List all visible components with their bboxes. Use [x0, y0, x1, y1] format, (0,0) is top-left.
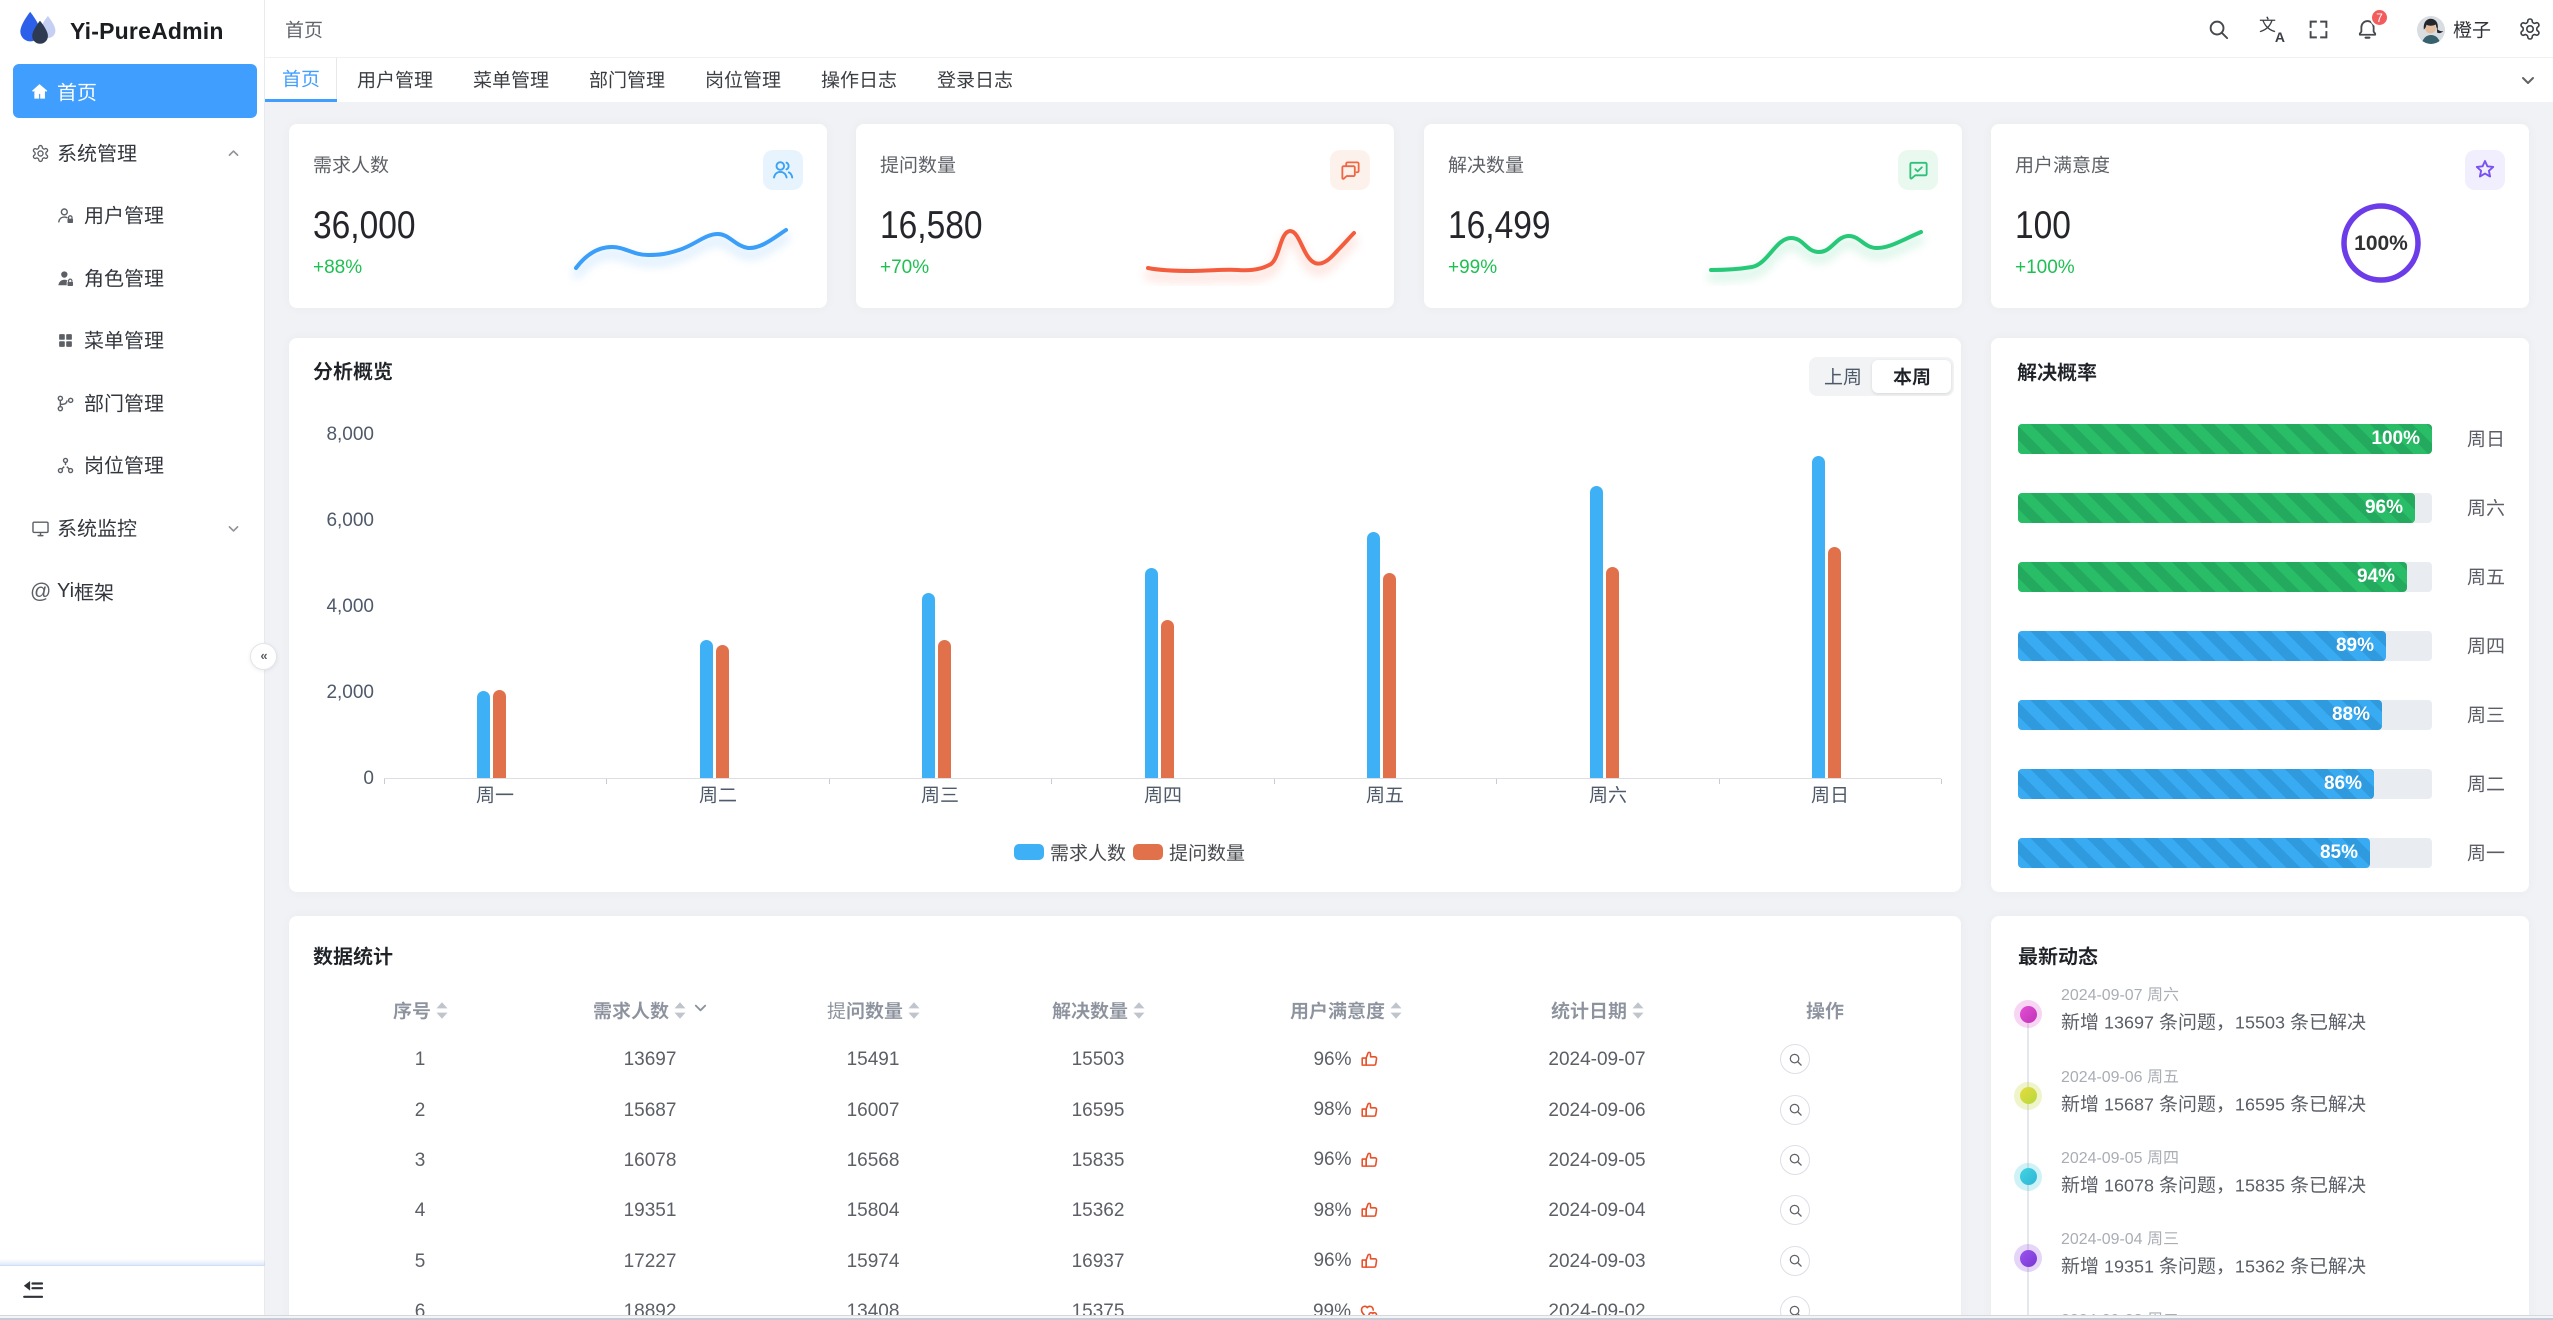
svg-text:15362: 15362 [2235, 1257, 2285, 1275]
svg-text:2024-09-04: 2024-09-04 [2061, 1231, 2143, 1246]
svg-text:19351: 19351 [2104, 1257, 2154, 1275]
svg-text:15835: 15835 [2235, 1176, 2285, 1194]
svg-text:2024-09-07: 2024-09-07 [2061, 987, 2143, 1002]
svg-text:2024-09-05: 2024-09-05 [2061, 1150, 2143, 1165]
svg-text:16078: 16078 [2104, 1176, 2154, 1194]
svg-text:100%: 100% [2354, 232, 2408, 255]
svg-text:15687: 15687 [2104, 1094, 2154, 1112]
svg-text:15503: 15503 [2235, 1013, 2285, 1031]
svg-text:13697: 13697 [2104, 1013, 2154, 1031]
svg-text:2024-09-06: 2024-09-06 [2061, 1069, 2143, 1084]
svg-text:16595: 16595 [2235, 1094, 2285, 1112]
